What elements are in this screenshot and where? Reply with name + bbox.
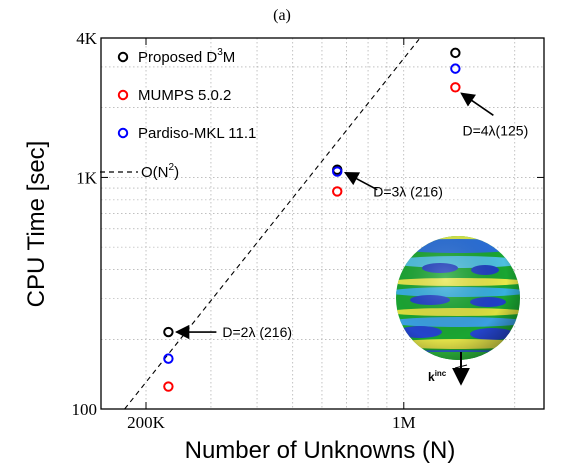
annotation-arrow <box>343 171 378 191</box>
y-tick-label: 4K <box>76 29 98 48</box>
y-tick-label: 100 <box>72 400 98 419</box>
x-tick-label: 200K <box>127 413 166 432</box>
data-point-series-1 <box>332 186 343 197</box>
reference-line <box>124 38 420 410</box>
annotation-arrow <box>460 92 494 116</box>
annotation-label: D=3λ (216) <box>373 184 443 200</box>
annotation-label: D=2λ (216) <box>222 324 292 340</box>
legend-marker-proposed <box>117 51 129 63</box>
x-axis-label: Number of Unknowns (N) <box>185 437 456 464</box>
annotation-label: D=4λ(125) <box>462 122 528 138</box>
legend-label-reference: O(N2) <box>141 162 179 181</box>
x-tick-label: 1M <box>392 413 416 432</box>
chart-subtitle: (a) <box>273 7 291 24</box>
axis-ticks: 200K 1M 100 1K 4K <box>72 29 544 432</box>
legend-marker-mumps <box>117 89 129 101</box>
data-point-series-0 <box>450 47 461 59</box>
data-point-series-1 <box>450 82 461 93</box>
data-point-series-2 <box>163 353 174 364</box>
y-tick-label: 1K <box>76 168 98 187</box>
legend: Proposed D3M MUMPS 5.0.2 Pardiso-MKL 11.… <box>100 47 256 181</box>
y-axis-label: CPU Time [sec] <box>23 141 50 308</box>
legend-label-pardiso: Pardiso-MKL 11.1 <box>138 125 256 142</box>
annotations: D=2λ (216) D=3λ (216) D=4λ(125) <box>174 92 528 340</box>
plot-frame <box>100 37 545 410</box>
reference-line-group <box>124 38 420 410</box>
data-point-series-1 <box>163 381 174 392</box>
data-points <box>163 47 461 392</box>
data-point-series-2 <box>332 166 343 177</box>
legend-marker-pardiso <box>117 127 129 139</box>
data-point-series-2 <box>450 63 461 74</box>
data-point-series-0 <box>163 326 174 338</box>
inset-k-label: kinc <box>428 369 447 384</box>
legend-label-mumps: MUMPS 5.0.2 <box>138 87 231 104</box>
legend-label-proposed: Proposed D3M <box>138 47 235 66</box>
